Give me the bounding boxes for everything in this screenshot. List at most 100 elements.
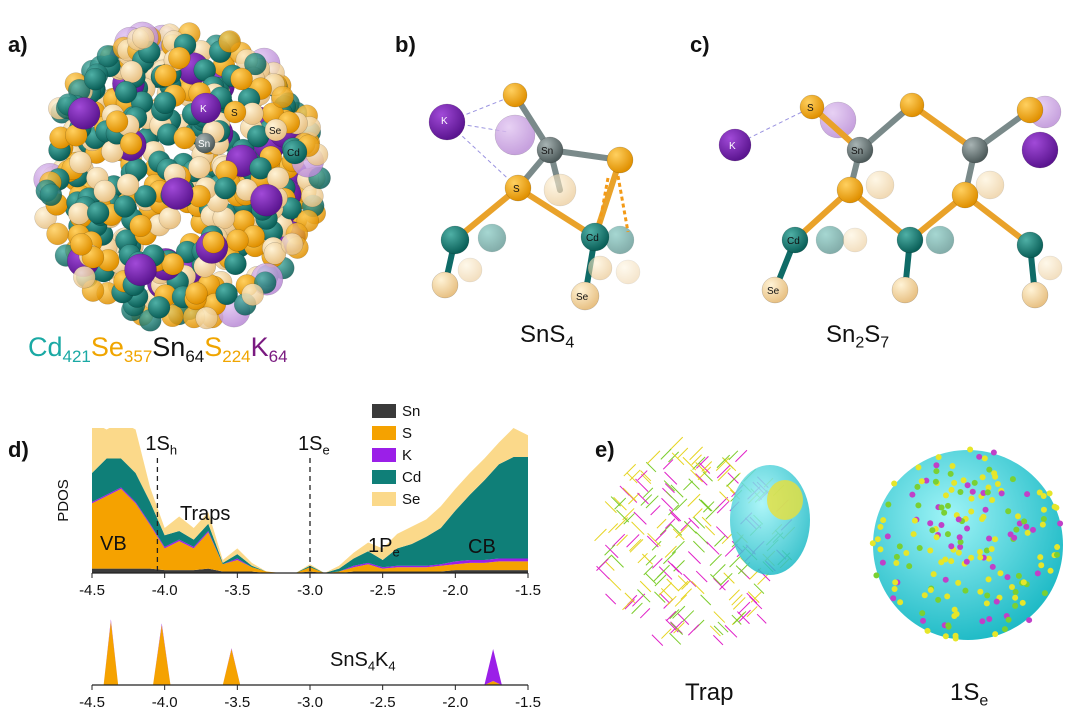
atom-dot [991, 470, 998, 477]
atom-dot [1001, 626, 1008, 633]
atom-dot [963, 558, 970, 565]
lattice-bond [687, 493, 701, 507]
lattice-bond [666, 578, 680, 592]
caption-subscript: 2 [855, 335, 864, 352]
lattice-bond [664, 483, 675, 494]
atom-dot [985, 576, 992, 583]
atom-dot [1015, 513, 1022, 520]
atom-dot [1012, 589, 1019, 596]
lattice-bond [626, 472, 638, 484]
formula-subscript: 64 [185, 347, 204, 366]
atom-dot [989, 497, 996, 504]
lattice-bond [695, 531, 709, 545]
atom-dot [1008, 584, 1015, 591]
atom-dot [879, 559, 886, 566]
atom [815, 225, 845, 255]
atom [975, 170, 1005, 200]
atom [215, 282, 238, 306]
atom [188, 156, 211, 179]
atom-label: Sn [851, 146, 863, 157]
plot-area [92, 428, 528, 573]
lattice-bond [669, 436, 684, 451]
lattice-bond [594, 528, 607, 542]
atom-dot [948, 486, 955, 493]
lattice-bond [672, 605, 686, 619]
area-series [92, 428, 528, 573]
x-tick-label: -3.5 [224, 582, 250, 599]
caption-subscript: 4 [565, 335, 574, 352]
atom [119, 132, 143, 155]
lattice-bond [665, 610, 677, 622]
lattice-bond [661, 628, 672, 639]
labels: a)KSSeSnCdCd421​Se357​Sn64​S224​K64​b)KS… [8, 32, 988, 710]
atom-dot [957, 538, 964, 545]
atom-dot [1040, 493, 1047, 500]
lattice-bond [640, 494, 653, 506]
atom-dot [979, 474, 986, 481]
atom [282, 139, 308, 165]
atom [250, 183, 283, 217]
atom [781, 226, 809, 254]
lattice-bond [728, 589, 740, 601]
atom [161, 252, 185, 276]
annotation-part: CB [468, 536, 496, 558]
atom-dot [918, 478, 925, 485]
lattice-bond [738, 609, 751, 622]
atom-dot [891, 586, 898, 593]
atom-dot [1057, 520, 1064, 527]
atom-dot [1040, 506, 1047, 513]
atom-dot [1026, 617, 1033, 624]
atom [271, 85, 294, 109]
atom-dot [951, 479, 958, 486]
atom [124, 253, 157, 287]
lattice-bond [713, 625, 724, 636]
atom-dot [1011, 534, 1018, 541]
area-series [92, 457, 528, 573]
lattice-bond [690, 469, 703, 483]
lattice-bond [662, 459, 674, 470]
atom-dot [977, 588, 984, 595]
lattice-bond [658, 566, 673, 580]
atom [536, 136, 564, 164]
lattice-bond [669, 632, 682, 645]
lattice-bond [682, 456, 697, 471]
atom [615, 259, 641, 285]
atom-dot [874, 536, 881, 543]
annotation: VB [100, 533, 127, 555]
lattice-bond [687, 624, 700, 636]
area-series [92, 621, 528, 685]
bond [962, 192, 1033, 248]
atom-dot [942, 576, 949, 583]
atom-dot [880, 517, 887, 524]
atom [606, 146, 634, 174]
atom-dot [953, 610, 960, 617]
lattice-bond [642, 553, 653, 565]
atom [280, 232, 304, 256]
atom-dot [993, 598, 1000, 605]
x-tick-label: -4.5 [79, 694, 105, 711]
area-series [92, 568, 528, 573]
lattice-bond [723, 572, 735, 584]
atom-dot [1021, 518, 1028, 525]
lattice-bond [746, 592, 758, 604]
atom [226, 229, 249, 252]
marker-label-part: 1S [145, 433, 169, 455]
lattice-bond [719, 572, 733, 586]
lattice-bond [727, 472, 739, 484]
x-tick-label: -3.5 [224, 694, 250, 711]
atom-dot [948, 558, 955, 565]
lattice-bond [717, 467, 731, 482]
lattice-bond [700, 594, 712, 606]
caption: Trap [685, 679, 733, 706]
atom-dot [956, 534, 963, 541]
caption-part: Sn [826, 321, 855, 348]
legend-swatch [372, 492, 396, 506]
atom [113, 195, 137, 218]
lattice-bond [629, 539, 644, 553]
atom-label: Se [767, 286, 780, 297]
atom-dot [933, 534, 940, 541]
atom-dot [957, 544, 964, 551]
lattice-bond [629, 538, 642, 552]
atom-dot [923, 477, 930, 484]
